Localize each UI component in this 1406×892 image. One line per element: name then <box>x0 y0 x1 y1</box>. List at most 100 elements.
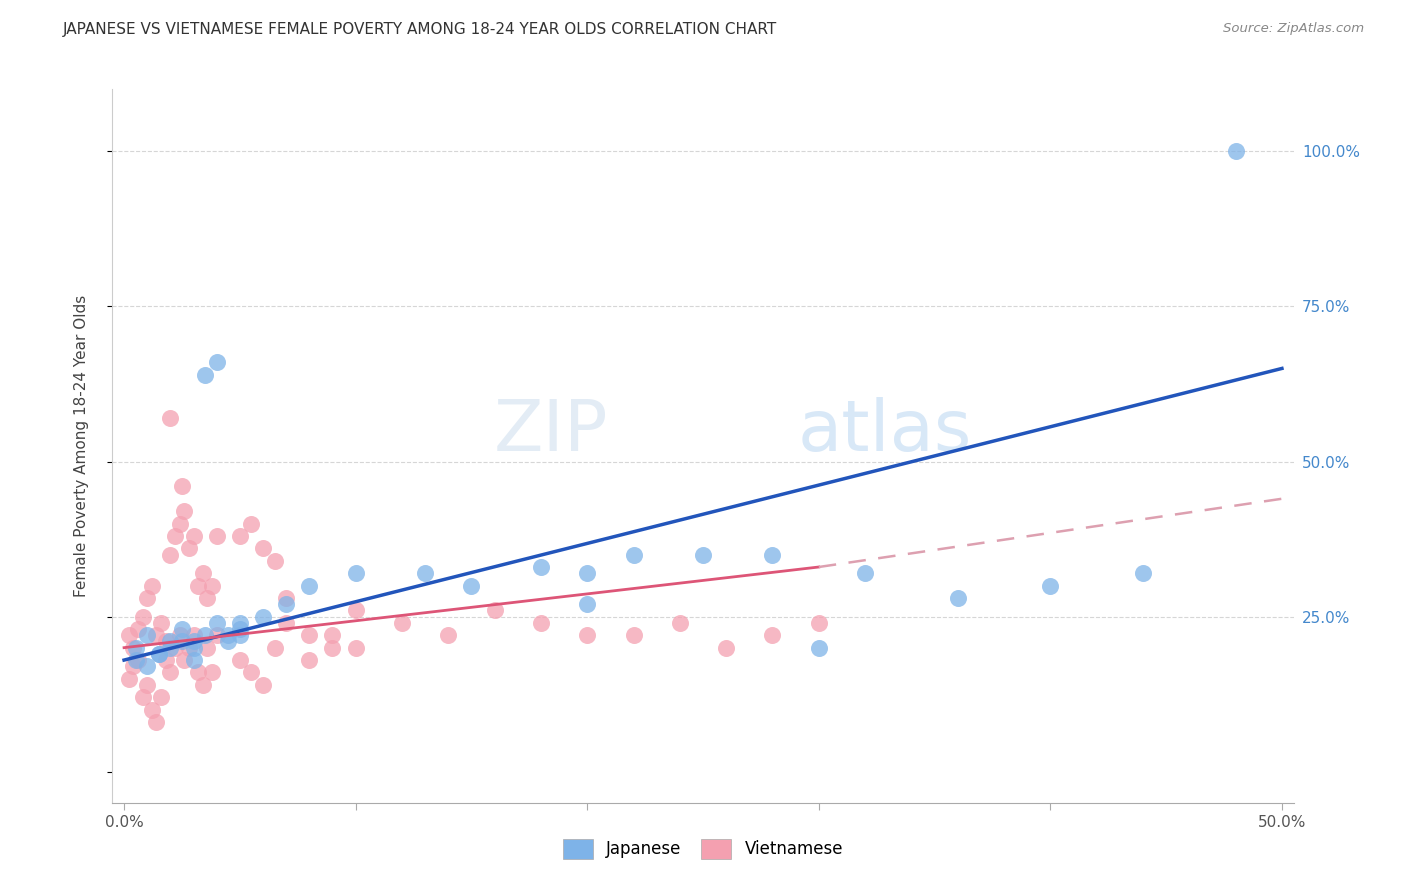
Point <box>124 640 146 655</box>
Point <box>391 615 413 630</box>
Point <box>187 579 209 593</box>
Point <box>761 628 783 642</box>
Point <box>205 529 228 543</box>
Point <box>183 653 205 667</box>
Point <box>252 609 274 624</box>
Point <box>576 566 599 581</box>
Point <box>576 628 599 642</box>
Point <box>263 554 285 568</box>
Point <box>170 634 193 648</box>
Point <box>141 703 163 717</box>
Point <box>136 591 159 605</box>
Point <box>173 653 195 667</box>
Point <box>159 411 181 425</box>
Point <box>205 628 228 642</box>
Point <box>194 628 217 642</box>
Point <box>344 640 367 655</box>
Text: ZIP: ZIP <box>494 397 609 467</box>
Point <box>344 603 367 617</box>
Point <box>191 678 214 692</box>
Point <box>150 690 173 705</box>
Point <box>276 597 298 611</box>
Point <box>131 609 153 624</box>
Point <box>714 640 737 655</box>
Point <box>240 665 263 680</box>
Point <box>118 672 141 686</box>
Point <box>344 566 367 581</box>
Point <box>197 591 219 605</box>
Point <box>127 653 149 667</box>
Point <box>252 678 274 692</box>
Point <box>191 566 214 581</box>
Point <box>136 628 159 642</box>
Text: atlas: atlas <box>797 397 972 467</box>
Point <box>298 579 321 593</box>
Point <box>484 603 506 617</box>
Point <box>141 579 163 593</box>
Point <box>148 647 170 661</box>
Point <box>298 628 321 642</box>
Point <box>276 615 298 630</box>
Point <box>170 479 193 493</box>
Point <box>229 628 252 642</box>
Point <box>131 690 153 705</box>
Point <box>148 647 170 661</box>
Point <box>205 615 228 630</box>
Point <box>530 560 553 574</box>
Point <box>177 541 200 556</box>
Point <box>1132 566 1154 581</box>
Point <box>576 597 599 611</box>
Point <box>1039 579 1062 593</box>
Y-axis label: Female Poverty Among 18-24 Year Olds: Female Poverty Among 18-24 Year Olds <box>75 295 89 597</box>
Point <box>437 628 460 642</box>
Point <box>159 665 181 680</box>
Point <box>623 628 645 642</box>
Point <box>321 628 343 642</box>
Point <box>183 640 205 655</box>
Point <box>263 640 285 655</box>
Point <box>159 634 181 648</box>
Point <box>1225 145 1247 159</box>
Point <box>163 640 186 655</box>
Point <box>217 634 239 648</box>
Point <box>169 628 191 642</box>
Point <box>150 615 173 630</box>
Point <box>170 622 193 636</box>
Point <box>460 579 482 593</box>
Point <box>530 615 553 630</box>
Point <box>807 640 830 655</box>
Point <box>205 355 228 369</box>
Point <box>201 665 224 680</box>
Point <box>229 615 252 630</box>
Point <box>136 659 159 673</box>
Point <box>122 659 145 673</box>
Point <box>276 591 298 605</box>
Point <box>321 640 343 655</box>
Point <box>692 548 714 562</box>
Point <box>177 640 200 655</box>
Point <box>159 548 181 562</box>
Point <box>155 634 177 648</box>
Point <box>623 548 645 562</box>
Point <box>145 628 167 642</box>
Point <box>145 715 167 730</box>
Point <box>240 516 263 531</box>
Point <box>127 622 149 636</box>
Point <box>163 529 186 543</box>
Point <box>159 640 181 655</box>
Point <box>946 591 969 605</box>
Point <box>183 628 205 642</box>
Point <box>229 529 252 543</box>
Point <box>187 665 209 680</box>
Text: Source: ZipAtlas.com: Source: ZipAtlas.com <box>1223 22 1364 36</box>
Point <box>136 678 159 692</box>
Point <box>761 548 783 562</box>
Text: JAPANESE VS VIETNAMESE FEMALE POVERTY AMONG 18-24 YEAR OLDS CORRELATION CHART: JAPANESE VS VIETNAMESE FEMALE POVERTY AM… <box>63 22 778 37</box>
Point <box>183 529 205 543</box>
Point <box>194 368 217 382</box>
Point <box>183 634 205 648</box>
Point <box>229 653 252 667</box>
Point <box>122 640 145 655</box>
Point <box>229 622 252 636</box>
Point <box>197 640 219 655</box>
